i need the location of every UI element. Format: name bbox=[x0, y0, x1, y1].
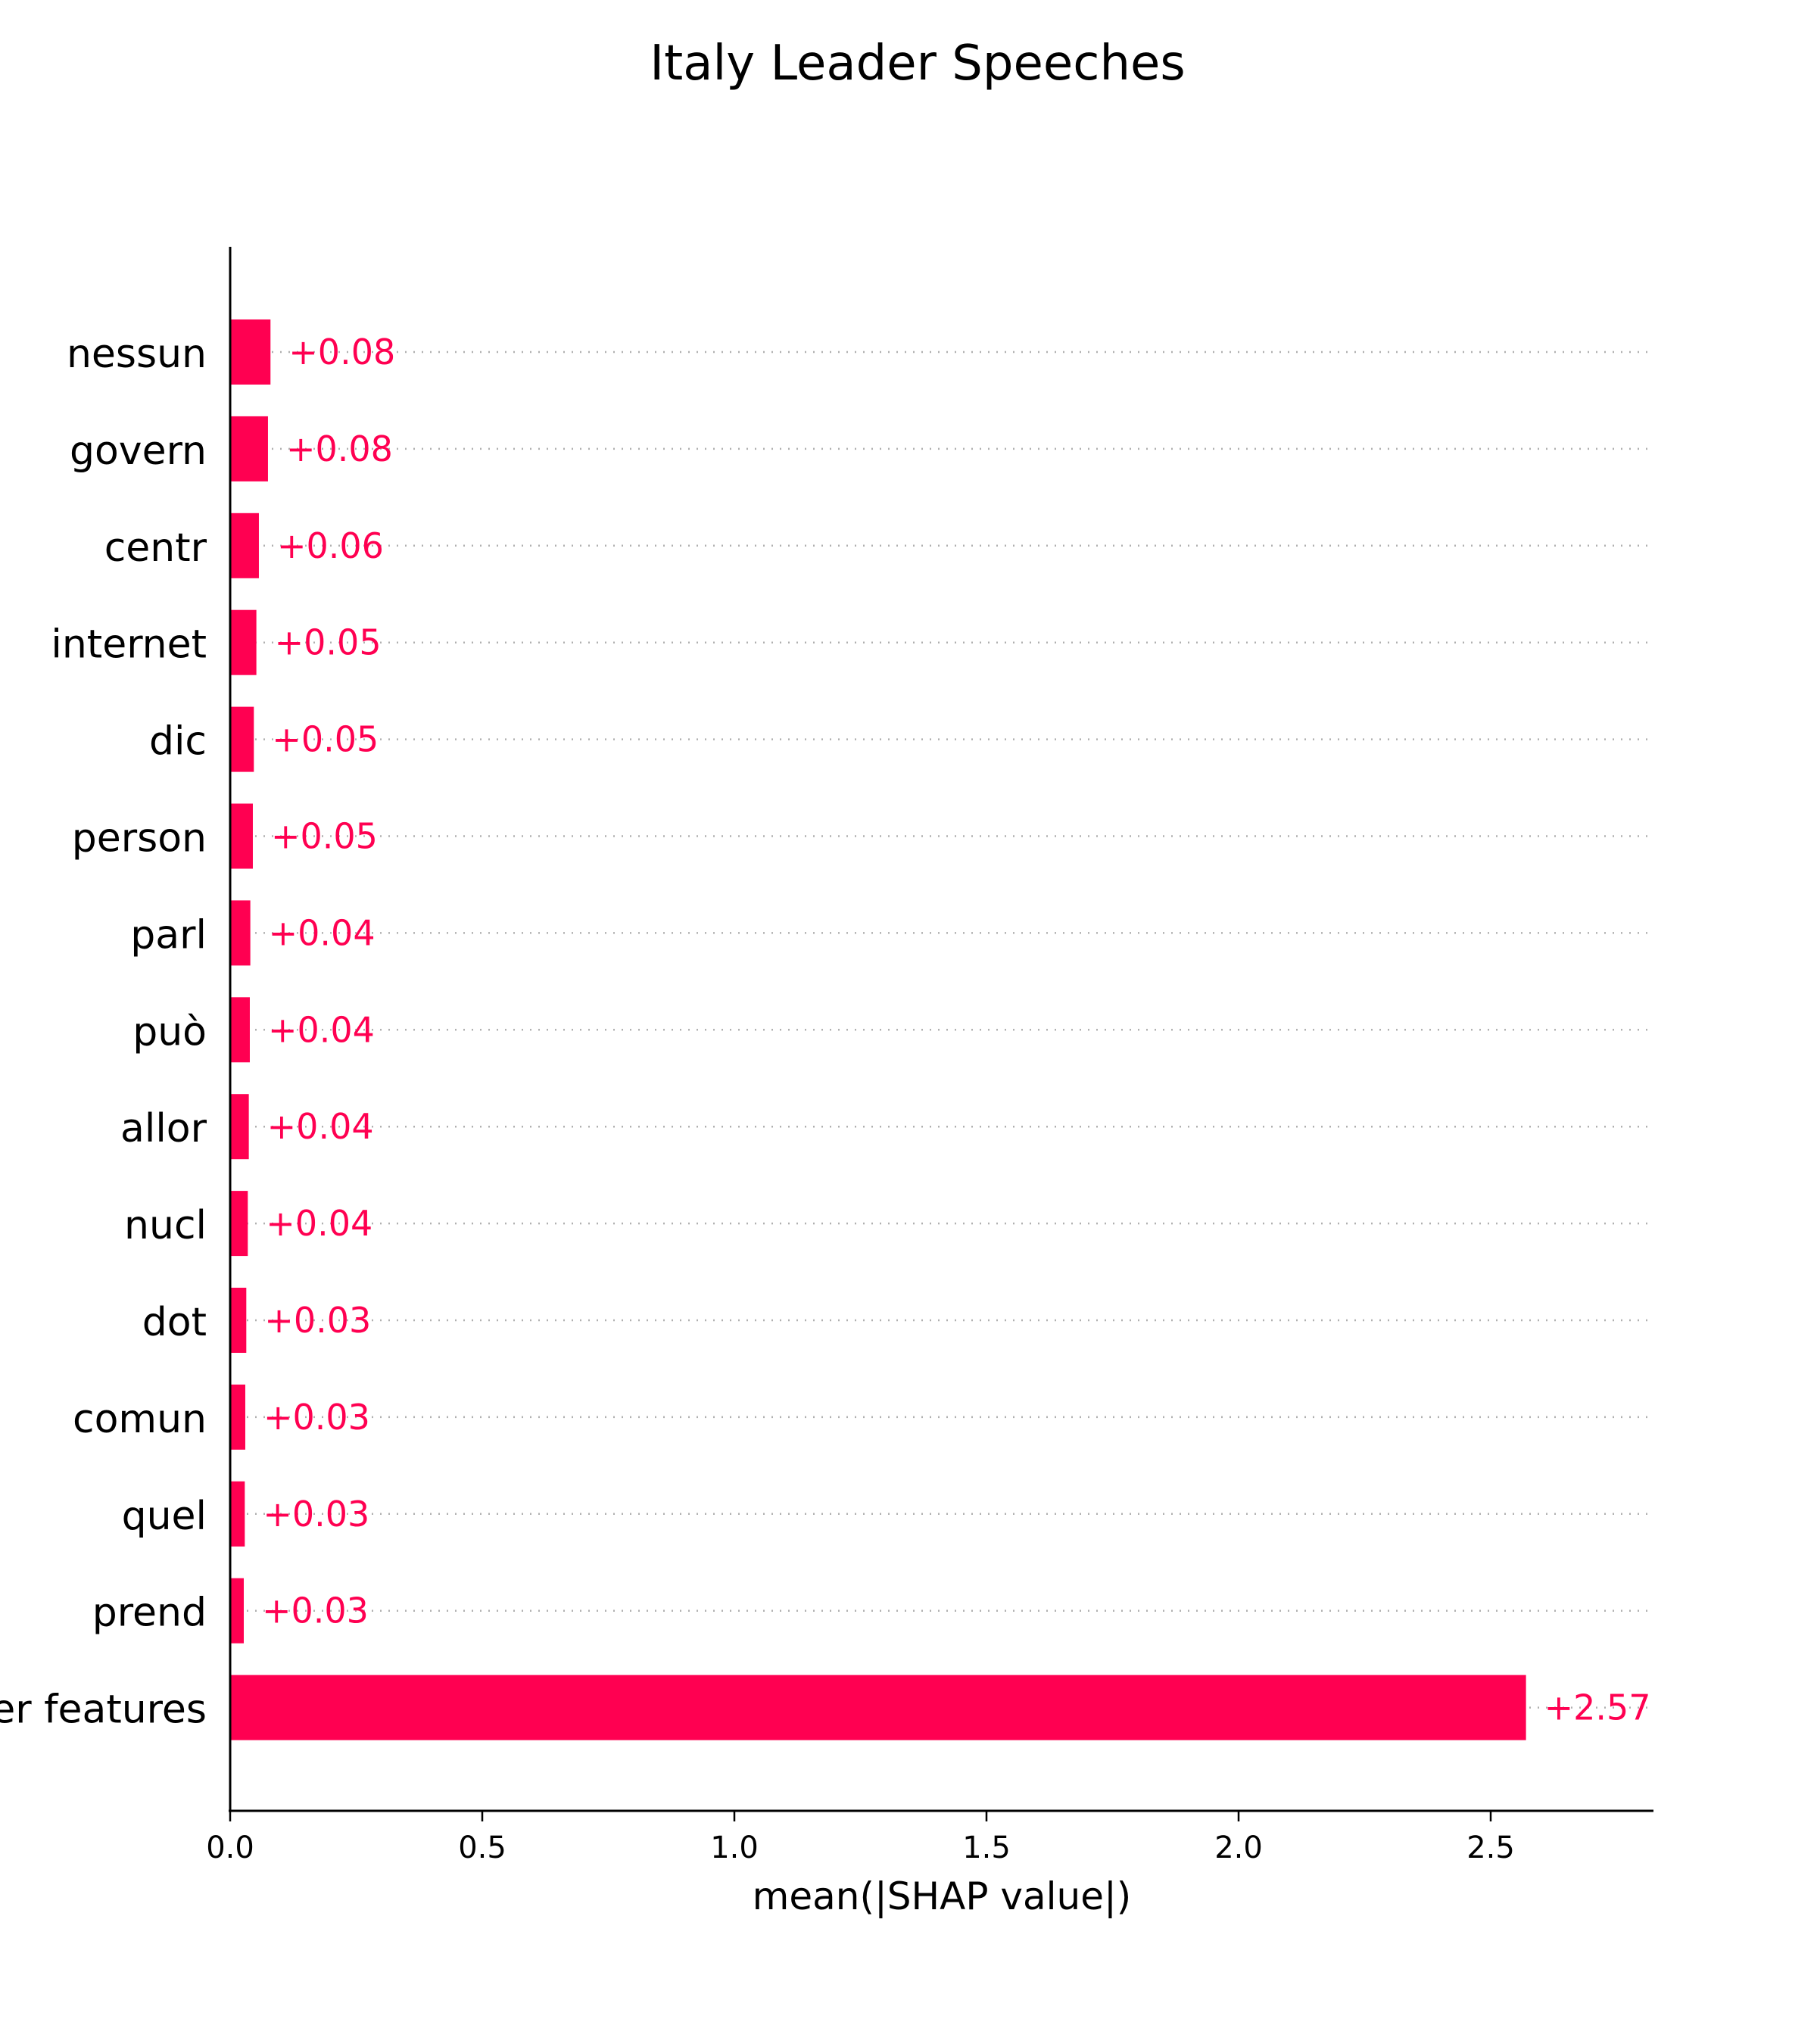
bar bbox=[230, 416, 268, 481]
y-tick-label: può bbox=[132, 1009, 207, 1055]
bar bbox=[230, 803, 253, 869]
value-label: +0.04 bbox=[268, 1009, 375, 1050]
x-tick-label: 2.5 bbox=[1466, 1831, 1515, 1865]
value-label: +0.03 bbox=[263, 1494, 369, 1535]
value-label: +0.04 bbox=[267, 1106, 374, 1147]
x-axis-label: mean(|SHAP value|) bbox=[753, 1874, 1132, 1918]
y-tick-label: comun bbox=[73, 1397, 207, 1442]
bar bbox=[230, 706, 254, 772]
x-tick-label: 2.0 bbox=[1214, 1831, 1263, 1865]
x-ticks-group: 0.0 0.5 1.0 1.5 2.0 2.5 bbox=[206, 1811, 1515, 1865]
bar bbox=[230, 1578, 244, 1644]
y-tick-label: quel bbox=[122, 1494, 207, 1539]
y-tick-label: dot bbox=[142, 1300, 207, 1345]
value-label: +0.03 bbox=[262, 1591, 369, 1631]
value-label: +0.05 bbox=[271, 816, 378, 857]
value-label: +0.03 bbox=[263, 1397, 370, 1438]
bar bbox=[230, 1481, 245, 1547]
y-tick-label: govern bbox=[70, 428, 207, 474]
x-tick-label: 0.0 bbox=[206, 1831, 254, 1865]
y-labels-group: nessun govern centr internet dic person parl pu… bbox=[0, 332, 207, 1733]
chart-title: Italy Leader Speeches bbox=[650, 36, 1185, 92]
y-tick-label: allor bbox=[120, 1106, 207, 1151]
bar bbox=[230, 900, 251, 966]
value-label: +0.08 bbox=[288, 332, 395, 372]
y-tick-label: dic bbox=[149, 719, 207, 765]
y-tick-label: internet bbox=[51, 622, 207, 668]
value-label: +0.04 bbox=[269, 912, 376, 953]
y-tick-label: centr bbox=[104, 525, 207, 571]
y-tick-label: er features bbox=[0, 1687, 207, 1733]
x-tick-label: 0.5 bbox=[458, 1831, 506, 1865]
value-label: +0.03 bbox=[264, 1300, 371, 1341]
y-tick-label: prend bbox=[92, 1591, 207, 1636]
bar bbox=[230, 319, 271, 385]
guide-lines bbox=[230, 351, 1650, 1709]
bar bbox=[230, 1094, 249, 1160]
value-labels-group: +0.08 +0.08 +0.06 +0.05 +0.05 +0.05 +0.04 +0.04… bbox=[262, 332, 1651, 1728]
y-tick-label: person bbox=[72, 816, 207, 862]
x-tick-label: 1.5 bbox=[962, 1831, 1011, 1865]
y-tick-label: parl bbox=[130, 912, 207, 958]
value-label: +0.05 bbox=[275, 622, 382, 663]
value-label: +2.57 bbox=[1544, 1687, 1651, 1728]
value-label: +0.06 bbox=[277, 525, 384, 566]
y-tick-label: nucl bbox=[124, 1203, 207, 1248]
value-label: +0.04 bbox=[266, 1203, 372, 1244]
bar bbox=[230, 1288, 247, 1353]
bar bbox=[230, 609, 257, 675]
y-tick-label: nessun bbox=[67, 332, 207, 377]
bar bbox=[230, 1384, 245, 1450]
bar bbox=[230, 1191, 248, 1257]
value-label: +0.05 bbox=[272, 719, 379, 760]
bar bbox=[230, 997, 250, 1063]
bar bbox=[230, 513, 259, 578]
value-label: +0.08 bbox=[286, 428, 393, 469]
bars-group bbox=[230, 319, 1526, 1740]
x-tick-label: 1.0 bbox=[710, 1831, 759, 1865]
bar bbox=[230, 1675, 1526, 1740]
